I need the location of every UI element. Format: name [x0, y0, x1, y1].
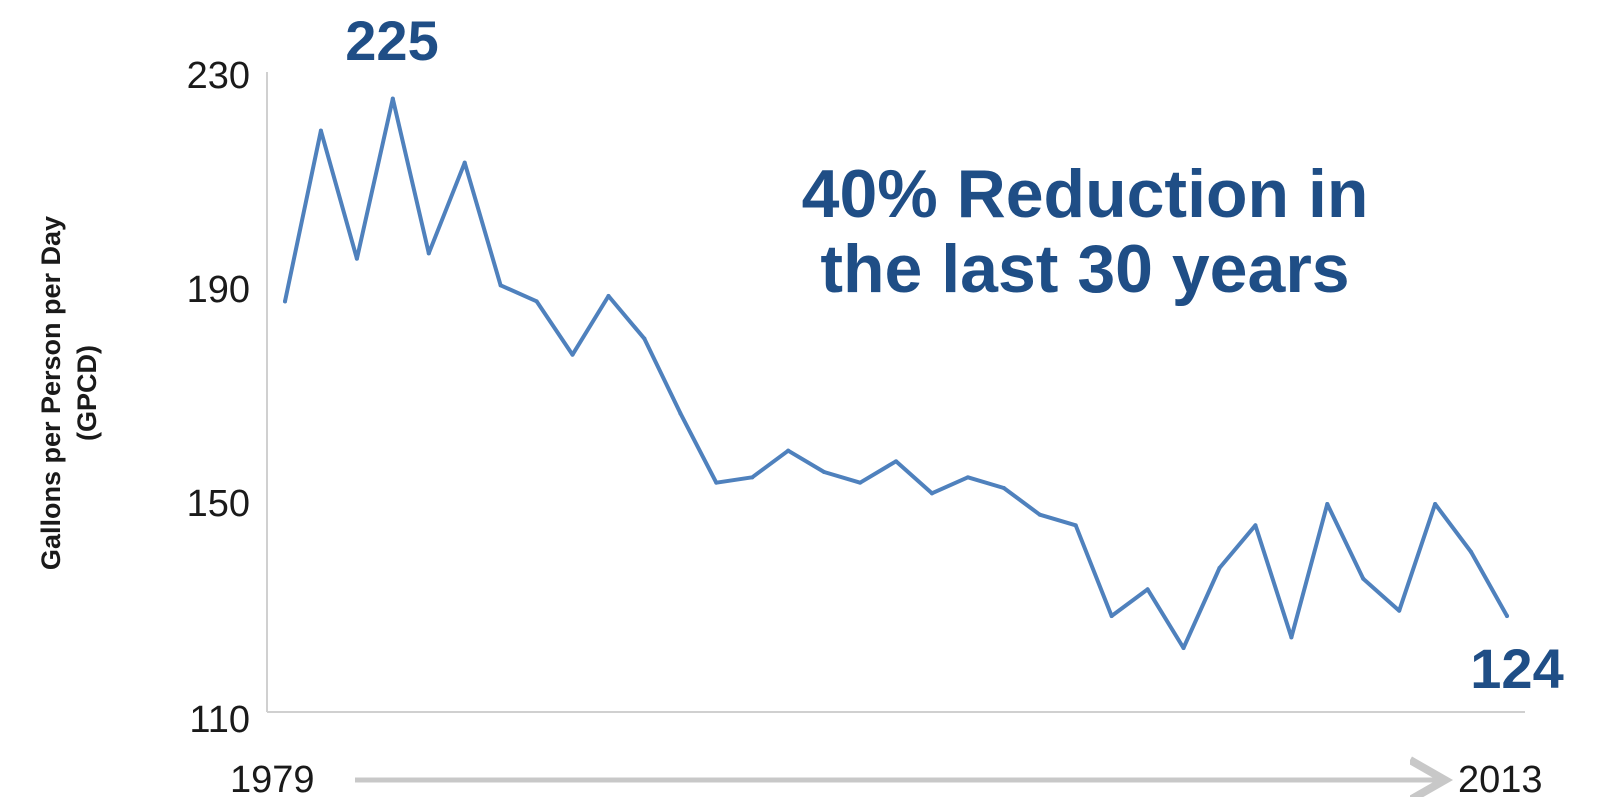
data-point-2010	[1397, 608, 1402, 613]
data-point-1980	[318, 128, 323, 133]
data-point-2000	[1037, 512, 1042, 517]
data-points	[283, 96, 1509, 650]
data-point-1984	[462, 160, 467, 165]
data-point-2013	[1505, 614, 1509, 618]
data-point-2006	[1253, 523, 1258, 528]
data-point-1998	[965, 475, 970, 480]
data-point-1997	[929, 491, 934, 496]
data-point-1979	[283, 299, 287, 304]
data-point-2007	[1289, 635, 1294, 640]
data-point-1989	[642, 336, 647, 341]
data-point-1981	[354, 256, 359, 261]
data-point-1994	[822, 470, 827, 474]
y-tick-label-150: 150	[187, 483, 250, 525]
data-point-2002	[1109, 614, 1114, 618]
data-point-2012	[1469, 550, 1474, 554]
data-point-2005	[1217, 566, 1222, 570]
data-point-1993	[786, 448, 791, 453]
data-point-2001	[1073, 523, 1078, 528]
data-point-1992	[750, 475, 755, 480]
end-value-callout: 124	[1470, 637, 1563, 700]
data-point-2008	[1325, 502, 1330, 506]
headline-line-1: 40% Reduction in	[802, 156, 1369, 232]
data-point-2009	[1361, 576, 1366, 581]
y-tick-label-230: 230	[187, 55, 250, 97]
data-point-1995	[858, 480, 863, 485]
start-value-callout: 225	[345, 9, 438, 72]
data-point-1996	[894, 459, 898, 464]
data-point-2004	[1181, 646, 1186, 650]
x-end-label: 2013	[1458, 759, 1543, 797]
data-point-2003	[1145, 587, 1150, 592]
data-point-1985	[498, 283, 503, 288]
data-point-1999	[1001, 486, 1006, 490]
data-point-1986	[534, 299, 539, 304]
data-point-2011	[1433, 502, 1438, 506]
x-start-label: 1979	[230, 759, 315, 797]
data-point-1988	[606, 294, 611, 298]
data-point-1982	[390, 96, 395, 101]
data-point-1983	[426, 251, 431, 256]
y-tick-label-110: 110	[189, 699, 250, 741]
data-point-1991	[714, 480, 719, 485]
data-point-1990	[678, 411, 683, 416]
data-point-1987	[570, 352, 575, 357]
y-axis-label-line1: Gallons per Person per Day	[36, 216, 66, 570]
y-axis-label: Gallons per Person per Day (GPCD)	[36, 216, 102, 570]
y-axis-label-line2: (GPCD)	[72, 345, 102, 441]
headline-line-2: the last 30 years	[820, 231, 1349, 307]
y-tick-label-190: 190	[187, 269, 250, 311]
